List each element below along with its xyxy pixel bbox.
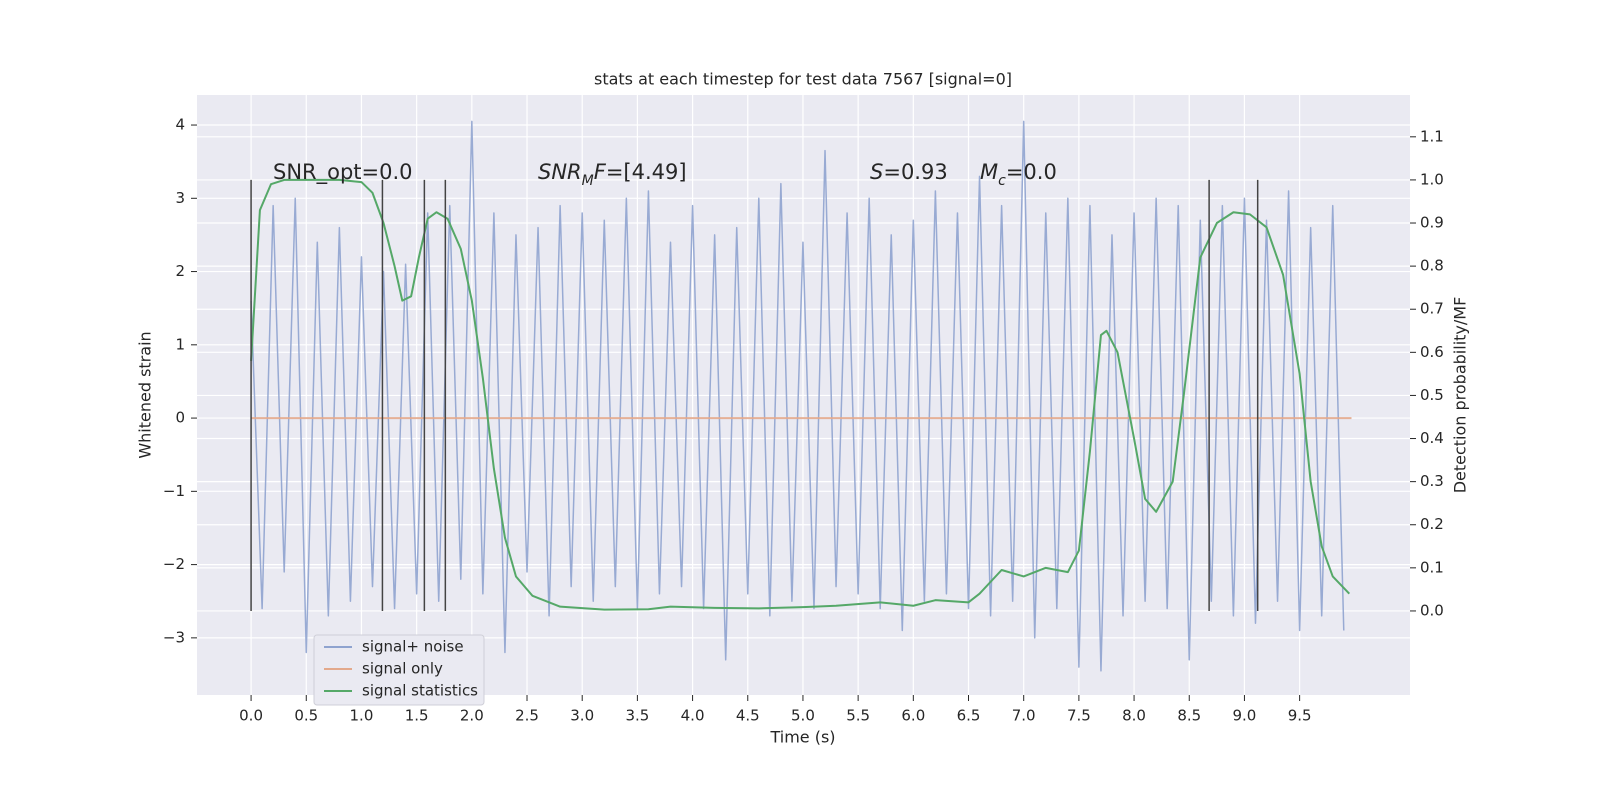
y2-tick-label: 0.9 (1420, 214, 1444, 232)
x-tick-label: 1.0 (350, 707, 374, 725)
annotation: S=0.93 (870, 160, 948, 184)
y2-tick-label: 0.8 (1420, 257, 1444, 275)
y2-tick-label: 0.2 (1420, 515, 1444, 533)
annotation: Mc=0.0 (980, 160, 1057, 189)
chart-title: stats at each timestep for test data 756… (594, 70, 1012, 89)
x-tick-label: 4.0 (681, 707, 705, 725)
annotation: SNRMF=[4.49] (538, 160, 687, 189)
annotation: SNR_opt=0.0 (273, 160, 413, 185)
y2-tick-label: 0.3 (1420, 472, 1444, 490)
y-tick-label: 2 (175, 262, 185, 280)
x-tick-label: 6.5 (957, 707, 981, 725)
annotation-part: SNR (538, 160, 582, 184)
x-tick-label: 8.0 (1122, 707, 1146, 725)
y-tick-label: 3 (175, 189, 185, 207)
x-tick-label: 5.0 (791, 707, 815, 725)
y2-axis-label: Detection probability/MF (1451, 297, 1470, 494)
annotation-part: M (582, 173, 594, 189)
x-tick-label: 0.0 (239, 707, 263, 725)
y-tick-label: −3 (163, 628, 185, 646)
annotation-part: =[4.49] (606, 160, 687, 184)
legend-label: signal+ noise (362, 638, 464, 656)
y2-tick-label: 0.6 (1420, 343, 1444, 361)
annotation-part: =0.93 (883, 160, 947, 184)
y2-tick-label: 0.0 (1420, 601, 1444, 619)
legend-label: signal statistics (362, 682, 478, 700)
annotation-part: M (980, 160, 998, 184)
y-tick-label: −1 (163, 482, 185, 500)
x-tick-label: 6.0 (901, 707, 925, 725)
y-tick-label: 0 (175, 409, 185, 427)
x-tick-label: 4.5 (736, 707, 760, 725)
series-line (250, 178, 1351, 611)
annotation-part: S (870, 160, 883, 184)
x-tick-label: 9.5 (1288, 707, 1312, 725)
x-tick-label: 5.5 (846, 707, 870, 725)
x-tick-label: 9.0 (1233, 707, 1257, 725)
y-axis-label: Whitened strain (136, 331, 155, 458)
y2-tick-label: 0.4 (1420, 429, 1444, 447)
annotation-part: c (998, 173, 1006, 189)
y2-tick-label: 0.7 (1420, 300, 1444, 318)
y-tick-label: 4 (175, 116, 185, 134)
legend-label: signal only (362, 660, 443, 678)
annotation-part: SNR_opt=0.0 (273, 160, 413, 185)
x-axis-label: Time (s) (769, 728, 835, 747)
y2-tick-label: 1.1 (1420, 127, 1444, 145)
y-tick-label: −2 (163, 555, 185, 573)
x-tick-label: 2.5 (515, 707, 539, 725)
legend-box (313, 634, 485, 706)
y-tick-label: 1 (175, 335, 185, 353)
y2-tick-label: 1.0 (1420, 170, 1444, 188)
series-line (250, 120, 1345, 672)
x-tick-label: 7.0 (1012, 707, 1036, 725)
x-tick-label: 0.5 (294, 707, 318, 725)
x-tick-label: 3.5 (625, 707, 649, 725)
x-tick-label: 2.0 (460, 707, 484, 725)
annotation-part: F (594, 160, 607, 184)
x-tick-label: 8.5 (1177, 707, 1201, 725)
x-tick-label: 1.5 (405, 707, 429, 725)
x-tick-label: 7.5 (1067, 707, 1091, 725)
annotation-part: =0.0 (1006, 160, 1057, 184)
y2-tick-label: 0.5 (1420, 386, 1444, 404)
y2-tick-label: 0.1 (1420, 558, 1444, 576)
x-tick-label: 3.0 (570, 707, 594, 725)
